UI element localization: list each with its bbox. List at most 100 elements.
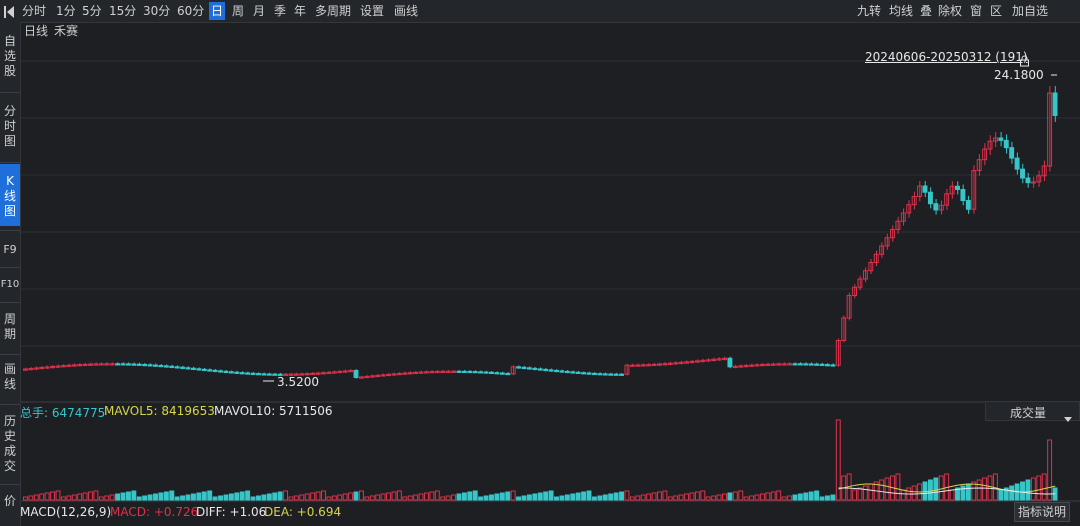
jiuzhuan-button[interactable]: 九转: [857, 4, 882, 18]
volume-bar: [830, 494, 836, 501]
volume-bar: [922, 481, 928, 501]
volume-bar: [532, 493, 538, 501]
candle-body: [483, 371, 489, 374]
ex-rights-button[interactable]: 除权: [938, 4, 963, 18]
min-price-label: 3.5200: [277, 375, 319, 389]
tab-season[interactable]: 季: [274, 4, 287, 18]
tab-15min[interactable]: 15分: [109, 4, 137, 18]
sidebar-item-f9[interactable]: F9: [0, 242, 20, 257]
sidebar-item-period[interactable]: 周期: [0, 312, 20, 342]
sidebar-item-watchlist[interactable]: 自选股: [0, 34, 20, 79]
candle-body: [196, 368, 202, 371]
candle-body: [445, 370, 451, 373]
overlay-button[interactable]: 叠: [920, 4, 933, 18]
macd-title: MACD(12,26,9): [20, 505, 112, 519]
tab-day[interactable]: 日: [209, 2, 226, 20]
indicator-help-button[interactable]: 指标说明: [1014, 502, 1070, 522]
volume-bar: [353, 491, 359, 501]
sidebar-item-f10[interactable]: F10: [0, 277, 20, 292]
volume-bar: [711, 495, 717, 501]
volume-bar: [781, 496, 787, 501]
candle-body: [987, 140, 993, 150]
sidebar-item-kline[interactable]: K线图: [0, 164, 20, 226]
candle-body: [185, 367, 191, 370]
volume-bar: [283, 490, 289, 501]
tab-30min[interactable]: 30分: [143, 4, 171, 18]
sidebar-item-draw[interactable]: 画线: [0, 362, 20, 392]
candle-body: [461, 370, 467, 374]
volume-bar: [429, 491, 435, 501]
volume-bar: [586, 490, 592, 501]
divider: [0, 92, 20, 93]
volume-bar: [955, 487, 960, 501]
tab-year[interactable]: 年: [294, 4, 307, 18]
tab-settings[interactable]: 设置: [360, 4, 385, 18]
tab-1min[interactable]: 1分: [56, 4, 76, 18]
candle-body: [559, 370, 565, 373]
candle-body: [787, 363, 792, 366]
volume-bar: [136, 496, 142, 501]
candle-body: [803, 363, 809, 366]
candle-body: [911, 196, 917, 206]
candle-body: [841, 317, 847, 341]
candle-body: [277, 373, 283, 376]
candle-body: [380, 374, 386, 377]
volume-bar: [862, 485, 868, 501]
kline-chart[interactable]: [21, 23, 1080, 526]
sidebar-item-price[interactable]: 价: [0, 494, 20, 509]
candle-body: [315, 372, 321, 375]
tab-5min[interactable]: 5分: [82, 4, 102, 18]
candle-body: [115, 363, 121, 366]
range-button[interactable]: 区: [990, 4, 1003, 18]
volume-bar: [548, 490, 554, 501]
candle-body: [375, 374, 381, 378]
tab-draw[interactable]: 画线: [394, 4, 419, 18]
volume-bar: [597, 495, 603, 501]
candle-body: [142, 363, 148, 367]
indicator-select[interactable]: 成交量: [985, 401, 1080, 422]
candle-body: [423, 371, 429, 374]
volume-bar: [575, 492, 581, 501]
volume-bar: [700, 490, 706, 501]
volume-bar: [228, 493, 234, 501]
volume-bar: [1003, 487, 1009, 501]
window-button[interactable]: 窗: [970, 4, 983, 18]
candle-body: [434, 370, 440, 374]
volume-bar: [792, 494, 798, 501]
volume-bar: [60, 496, 66, 501]
tab-60min[interactable]: 60分: [177, 4, 205, 18]
sidebar-item-history[interactable]: 历史成交: [0, 414, 20, 474]
candle-body: [938, 204, 944, 211]
candle-body: [158, 364, 164, 368]
volume-bar: [185, 494, 191, 501]
tab-month[interactable]: 月: [253, 4, 266, 18]
candle-body: [331, 371, 337, 374]
volume-bar: [331, 495, 337, 501]
tab-fenshi[interactable]: 分时: [22, 4, 47, 18]
volume-bar: [1047, 439, 1053, 501]
candle-body: [201, 368, 207, 372]
volume-bar: [543, 491, 549, 501]
volume-bar: [456, 493, 462, 501]
volume-bar: [819, 496, 825, 501]
volume-bar: [900, 489, 906, 501]
candle-body: [77, 364, 83, 367]
candle-body: [60, 365, 66, 368]
candle-body: [272, 373, 278, 376]
volume-bar: [201, 491, 207, 501]
tab-week[interactable]: 周: [232, 4, 245, 18]
candle-body: [852, 286, 858, 296]
collapse-left-icon[interactable]: [3, 4, 15, 18]
volume-bar: [960, 485, 966, 501]
candle-body: [808, 363, 814, 366]
volume-bar: [98, 496, 104, 501]
volume-bar: [743, 496, 749, 501]
candle-body: [890, 229, 895, 239]
add-watchlist-button[interactable]: 加自选: [1012, 4, 1049, 18]
sidebar-item-timeshare[interactable]: 分时图: [0, 104, 20, 149]
volume-bar: [147, 494, 153, 501]
tab-multi-period[interactable]: 多周期: [315, 4, 352, 18]
lock-icon[interactable]: [1019, 52, 1030, 71]
volume-bar: [407, 495, 413, 501]
ma-line-button[interactable]: 均线: [889, 4, 914, 18]
